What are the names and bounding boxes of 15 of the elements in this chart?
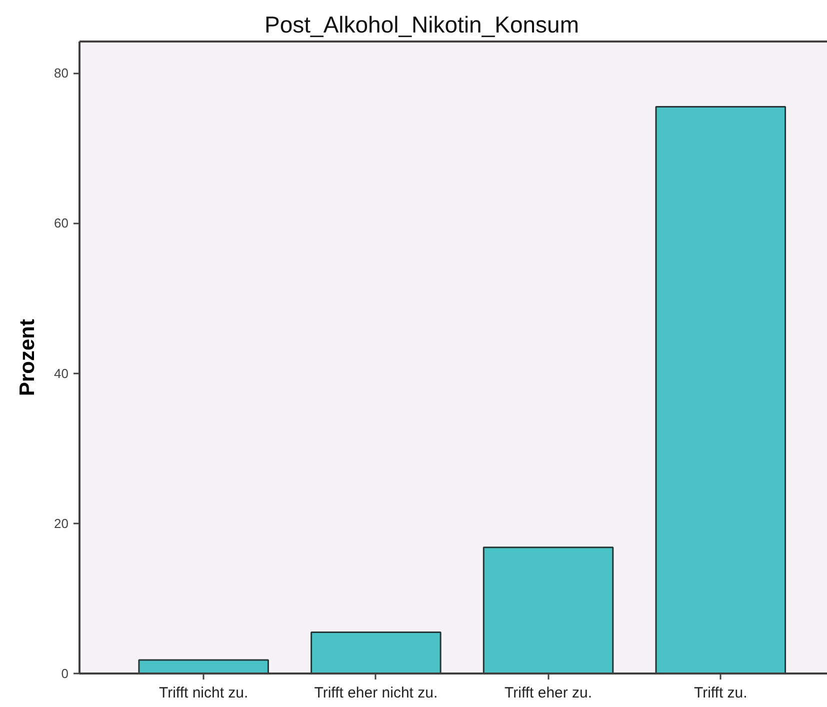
x-tick-label: Trifft eher zu. — [504, 684, 592, 702]
bar — [482, 546, 614, 674]
bar — [655, 106, 786, 674]
y-axis-title: Prozent — [16, 318, 40, 396]
bar — [310, 631, 442, 674]
y-tick-label: 0 — [61, 666, 69, 681]
bar — [138, 659, 269, 674]
y-tick-label: 40 — [54, 366, 69, 381]
chart-title: Post_Alkohol_Nikotin_Konsum — [264, 12, 580, 38]
x-tick-label: Trifft zu. — [694, 684, 748, 702]
x-tick-label: Trifft nicht zu. — [158, 684, 248, 702]
y-tick-label: 80 — [54, 66, 69, 81]
y-tick-label: 20 — [54, 516, 69, 531]
x-tick-label: Trifft eher nicht zu. — [314, 684, 438, 702]
y-tick-label: 60 — [54, 216, 69, 231]
